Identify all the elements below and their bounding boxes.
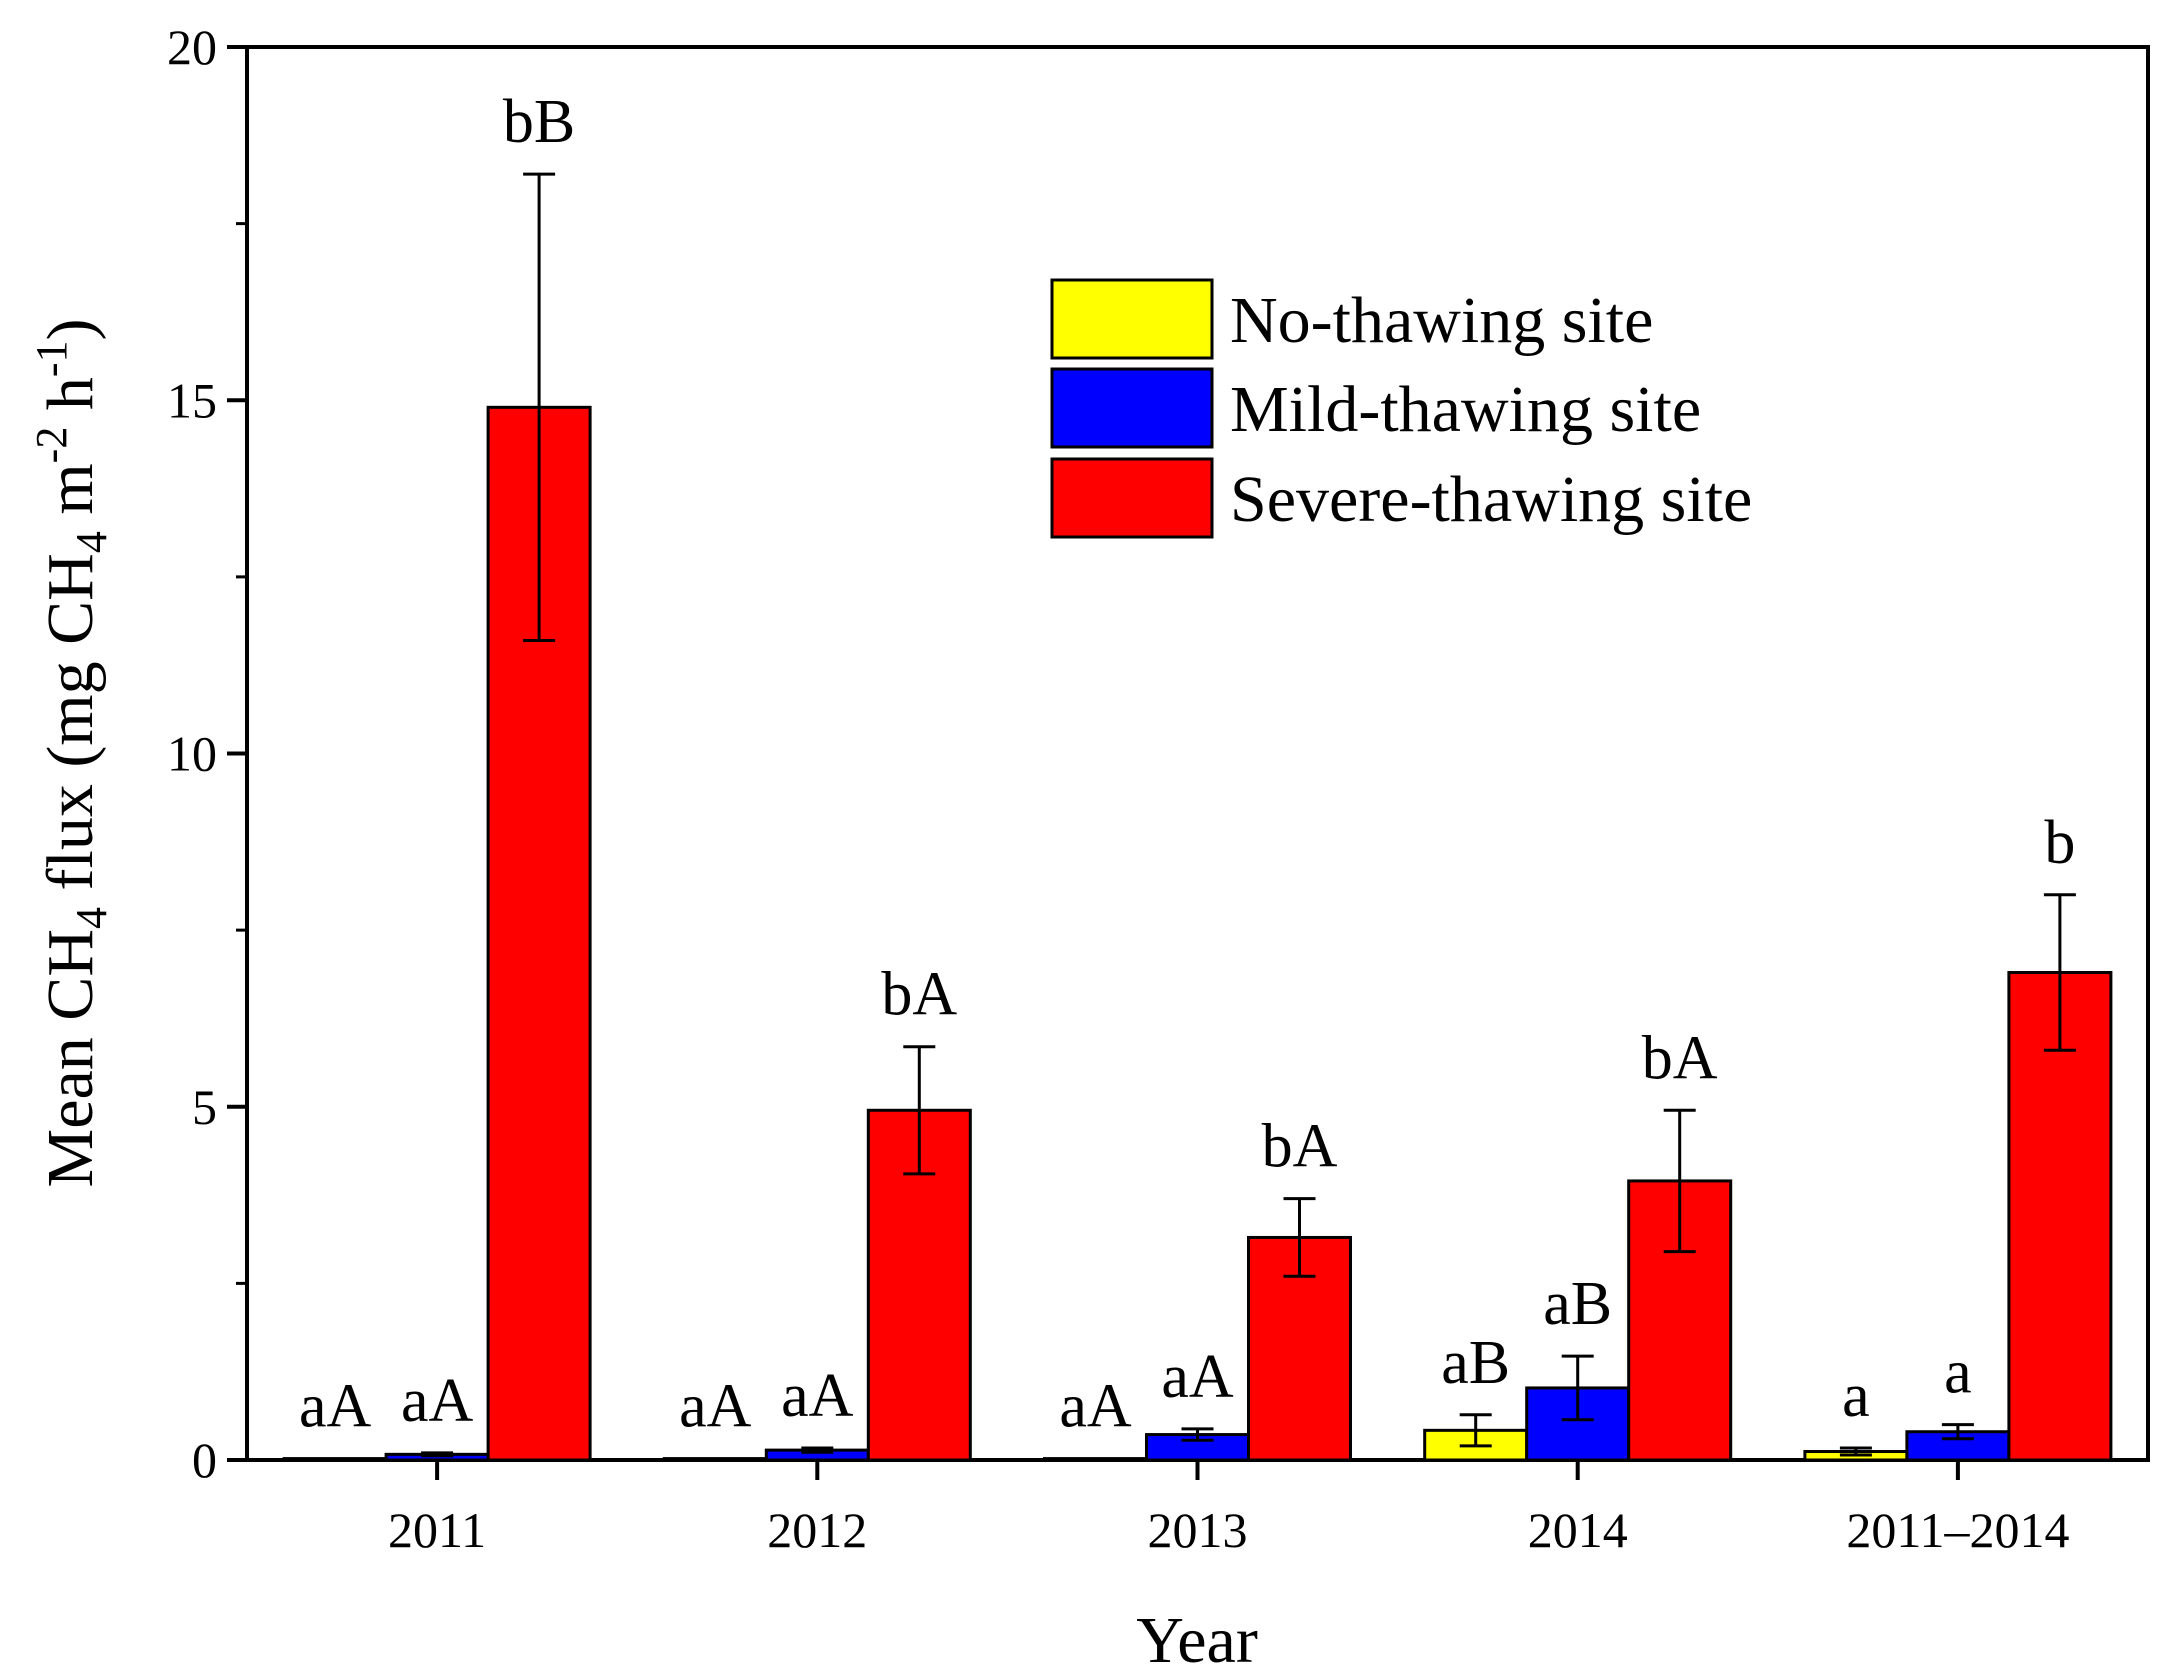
y-axis-title-group: Mean CH4 flux (mg CH4 m-2 h-1) <box>27 319 116 1188</box>
sig-label-severe-thawing-site-2012: bA <box>881 961 957 1029</box>
x-axis-title: Year <box>1136 1604 1258 1677</box>
bar-severe-thawing-site-2011-2014 <box>2007 971 2113 1462</box>
sig-label-mild-thawing-site-2012: aA <box>781 1362 854 1430</box>
sig-label-mild-thawing-site-2013: aA <box>1161 1343 1234 1411</box>
x-tick-label-2014: 2014 <box>1528 1502 1628 1558</box>
sig-label-severe-thawing-site-2013: bA <box>1262 1113 1338 1181</box>
significance-labels: aA aA bB aA aA bA aA aA bA aB aB bA a a b <box>299 88 2075 1440</box>
x-axis-tick-labels: 2011 2012 2013 2014 2011–2014 <box>388 1460 2069 1558</box>
sig-label-no-thawing-site-2011: aA <box>299 1373 372 1441</box>
error-bars <box>421 172 2076 1458</box>
y-tick-label-10: 10 <box>167 726 217 782</box>
y-tick-label-5: 5 <box>192 1079 217 1135</box>
legend-swatch-severe-thawing <box>1050 457 1214 539</box>
sig-label-no-thawing-site-2012: aA <box>679 1373 752 1441</box>
sig-label-severe-thawing-site-2014: bA <box>1642 1024 1718 1092</box>
sig-label-mild-thawing-site-2011-2014: a <box>1944 1339 1972 1407</box>
x-tick-label-2011: 2011 <box>388 1502 486 1558</box>
sig-label-no-thawing-site-2013: aA <box>1059 1373 1132 1441</box>
y-axis-title: Mean CH4 flux (mg CH4 m-2 h-1) <box>27 319 116 1188</box>
legend-label-mild-thawing: Mild-thawing site <box>1230 373 1701 446</box>
sig-label-severe-thawing-site-2011: bB <box>503 88 575 156</box>
legend: No-thawing site Mild-thawing site Severe… <box>1050 278 1752 539</box>
sig-label-mild-thawing-site-2014: aB <box>1543 1270 1612 1338</box>
bar-no-thawing-site-2013 <box>1043 1457 1148 1462</box>
x-tick-label-2012: 2012 <box>767 1502 867 1558</box>
legend-swatch-mild-thawing <box>1050 367 1214 449</box>
legend-swatch-no-thawing <box>1050 278 1214 360</box>
x-tick-label-2013: 2013 <box>1148 1502 1248 1558</box>
sig-label-mild-thawing-site-2011: aA <box>401 1367 474 1435</box>
y-tick-label-20: 20 <box>167 19 217 75</box>
y-axis-ticks: 0 5 10 15 20 <box>167 19 247 1488</box>
bars <box>282 405 2113 1462</box>
sig-label-no-thawing-site-2014: aB <box>1441 1329 1510 1397</box>
sig-label-no-thawing-site-2011-2014: a <box>1842 1362 1870 1430</box>
x-tick-label-2011-2014: 2011–2014 <box>1846 1502 2069 1558</box>
sig-label-severe-thawing-site-2011-2014: b <box>2044 809 2075 877</box>
legend-label-no-thawing: No-thawing site <box>1230 284 1653 357</box>
bar-no-thawing-site-2012 <box>662 1457 768 1462</box>
y-tick-label-0: 0 <box>192 1432 217 1488</box>
legend-label-severe-thawing: Severe-thawing site <box>1230 463 1752 536</box>
y-tick-label-15: 15 <box>167 372 217 428</box>
bar-no-thawing-site-2011 <box>282 1457 388 1462</box>
